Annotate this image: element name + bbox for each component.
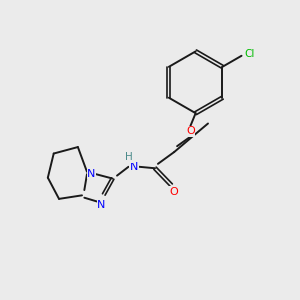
Text: Cl: Cl xyxy=(244,49,255,59)
Text: O: O xyxy=(169,187,178,196)
Text: N: N xyxy=(87,169,96,178)
Text: N: N xyxy=(97,200,106,210)
Text: H: H xyxy=(124,152,132,162)
Text: N: N xyxy=(130,162,138,172)
Text: O: O xyxy=(186,126,195,136)
